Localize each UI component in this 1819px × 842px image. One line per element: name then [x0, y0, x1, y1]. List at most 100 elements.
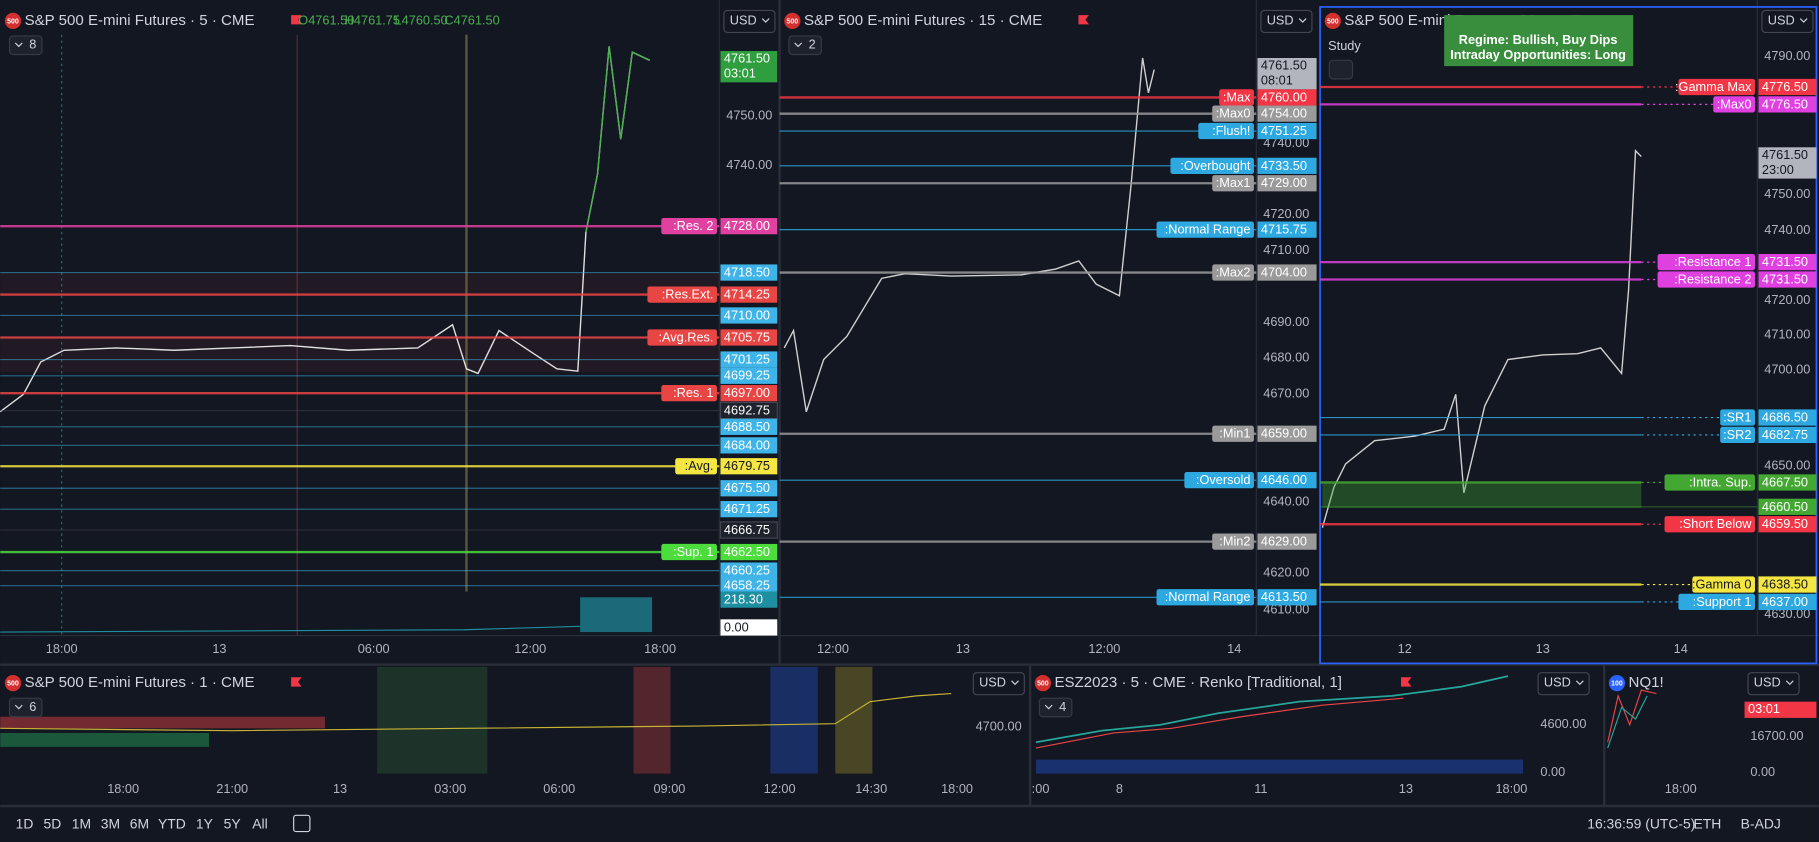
level-price: 4684.00 — [724, 437, 770, 452]
interval-button[interactable] — [8, 697, 43, 718]
time-tick-label: :00 — [1032, 781, 1050, 796]
level-name-box — [1692, 576, 1755, 593]
level-price-box — [1758, 593, 1817, 611]
range-button[interactable]: 1M — [72, 815, 91, 831]
level-price: 4715.75 — [1261, 222, 1307, 237]
time-tick-label: 18:00 — [46, 641, 78, 656]
currency-button[interactable] — [1747, 672, 1800, 696]
symbol-badge — [1324, 12, 1341, 29]
level-price: 4660.25 — [724, 563, 770, 578]
range-button[interactable]: 1D — [16, 815, 34, 831]
time-tick-label: 21:00 — [216, 781, 248, 796]
symbol-badge-text: 500 — [7, 681, 19, 688]
level-price-box — [720, 307, 778, 324]
time-tick-label: 18:00 — [107, 781, 139, 796]
time-tick-label: 09:00 — [653, 781, 685, 796]
interval-button[interactable] — [788, 35, 822, 56]
level-name-box — [661, 385, 717, 402]
level-price: 4699.25 — [724, 368, 770, 383]
level-name-box — [1219, 89, 1254, 106]
level-price-box — [720, 562, 778, 579]
time-tick-label: 14:30 — [855, 781, 887, 796]
level-price: 4679.75 — [724, 458, 770, 473]
level-name: :Avg.Res. — [658, 329, 713, 344]
symbol-badge-text: 500 — [1327, 18, 1339, 25]
level-name-box — [1198, 122, 1254, 140]
level-price: 4728.00 — [724, 218, 770, 233]
level-price: 4686.50 — [1762, 409, 1808, 424]
currency-button[interactable] — [1260, 9, 1313, 34]
adjust-button[interactable]: B-ADJ — [1741, 815, 1781, 831]
chart-title[interactable]: S&P 500 E-mini Futures · 5 · CME — [25, 12, 255, 29]
time-tick-label: 12:00 — [764, 781, 796, 796]
currency-button[interactable] — [1761, 9, 1814, 34]
currency-button[interactable] — [972, 672, 1025, 696]
level-price-box — [1257, 122, 1317, 140]
range-button[interactable]: 6M — [130, 815, 149, 831]
level-price-box — [720, 591, 778, 608]
date-range-icon[interactable] — [293, 814, 311, 833]
time-tick-label: 18:00 — [644, 641, 676, 656]
chart-title[interactable]: S&P 500 E-mini Futures · 1 · CME — [25, 674, 255, 691]
range-button[interactable]: 3M — [101, 815, 120, 831]
level-price: 4751.25 — [1261, 123, 1307, 138]
currency-button[interactable] — [1537, 672, 1590, 696]
level-name: :Overbought — [1180, 158, 1251, 173]
level-name-box — [1678, 593, 1755, 611]
time-tick-label: 03:00 — [434, 781, 466, 796]
session-button[interactable]: ETH — [1694, 815, 1722, 831]
level-price: 4692.75 — [724, 403, 770, 418]
time-tick-label: 12 — [1398, 641, 1412, 656]
level-price: 4729.00 — [1261, 175, 1307, 190]
price-tick-label: 0.00 — [1750, 764, 1775, 779]
level-price-box — [1257, 425, 1317, 442]
level-price-box — [720, 437, 778, 454]
chart-title[interactable]: S&P 500 E-mini Futures · 15 · CME — [804, 12, 1042, 29]
level-price: 4660.50 — [1762, 499, 1808, 514]
chart-title[interactable]: NQ1! — [1629, 674, 1664, 691]
level-name: :Res. 2 — [673, 218, 713, 233]
level-price: 4718.50 — [724, 265, 770, 280]
level-name-box — [1664, 516, 1755, 533]
level-price: 4629.00 — [1261, 534, 1307, 549]
range-button[interactable]: YTD — [158, 815, 186, 831]
level-price-box — [720, 577, 778, 594]
currency-label: USD — [730, 12, 757, 27]
range-button[interactable]: All — [252, 815, 267, 831]
study-label: Study — [1328, 38, 1361, 53]
level-name: :Max0 — [1216, 106, 1251, 121]
time-tick-label: 18:00 — [1665, 781, 1697, 796]
level-price: 4613.50 — [1261, 589, 1307, 604]
price-tick-label: 4650.00 — [1764, 458, 1810, 473]
price-tick-label: 4750.00 — [726, 107, 772, 122]
price-tick-label: 4790.00 — [1764, 48, 1810, 63]
currency-button[interactable] — [723, 9, 776, 34]
level-price: 4671.25 — [724, 501, 770, 516]
level-name-box — [1212, 105, 1254, 122]
chart-title[interactable]: ESZ2023 · 5 · CME · Renko [Traditional, … — [1054, 674, 1341, 691]
chevron-icon — [1011, 680, 1019, 686]
regime-text: Intraday Opportunities: Long — [1450, 47, 1626, 62]
level-price-box — [1257, 157, 1317, 174]
level-price-box — [1257, 264, 1317, 281]
level-name-box — [1657, 253, 1755, 271]
price-tick-label: 4670.00 — [1263, 386, 1309, 401]
level-price-box — [1257, 221, 1317, 238]
currency-label: USD — [1768, 12, 1795, 27]
interval-button[interactable] — [8, 35, 43, 56]
level-price: 4682.75 — [1762, 427, 1808, 442]
level-name: :SR2 — [1723, 427, 1751, 442]
range-button[interactable]: 5D — [44, 815, 62, 831]
interval-button[interactable] — [1038, 697, 1073, 718]
level-price-box — [1758, 409, 1817, 426]
price-tag — [720, 51, 778, 83]
level-name: :Gamma Max — [1675, 79, 1752, 94]
price-tick-label: 4700.00 — [1764, 361, 1810, 376]
range-button[interactable]: 5Y — [224, 815, 241, 831]
symbol-badge — [1608, 674, 1626, 692]
flag-icon — [291, 677, 302, 687]
price-tick-label: 4750.00 — [1764, 186, 1810, 201]
range-button[interactable]: 1Y — [196, 815, 213, 831]
collapse-button[interactable] — [1328, 59, 1354, 80]
